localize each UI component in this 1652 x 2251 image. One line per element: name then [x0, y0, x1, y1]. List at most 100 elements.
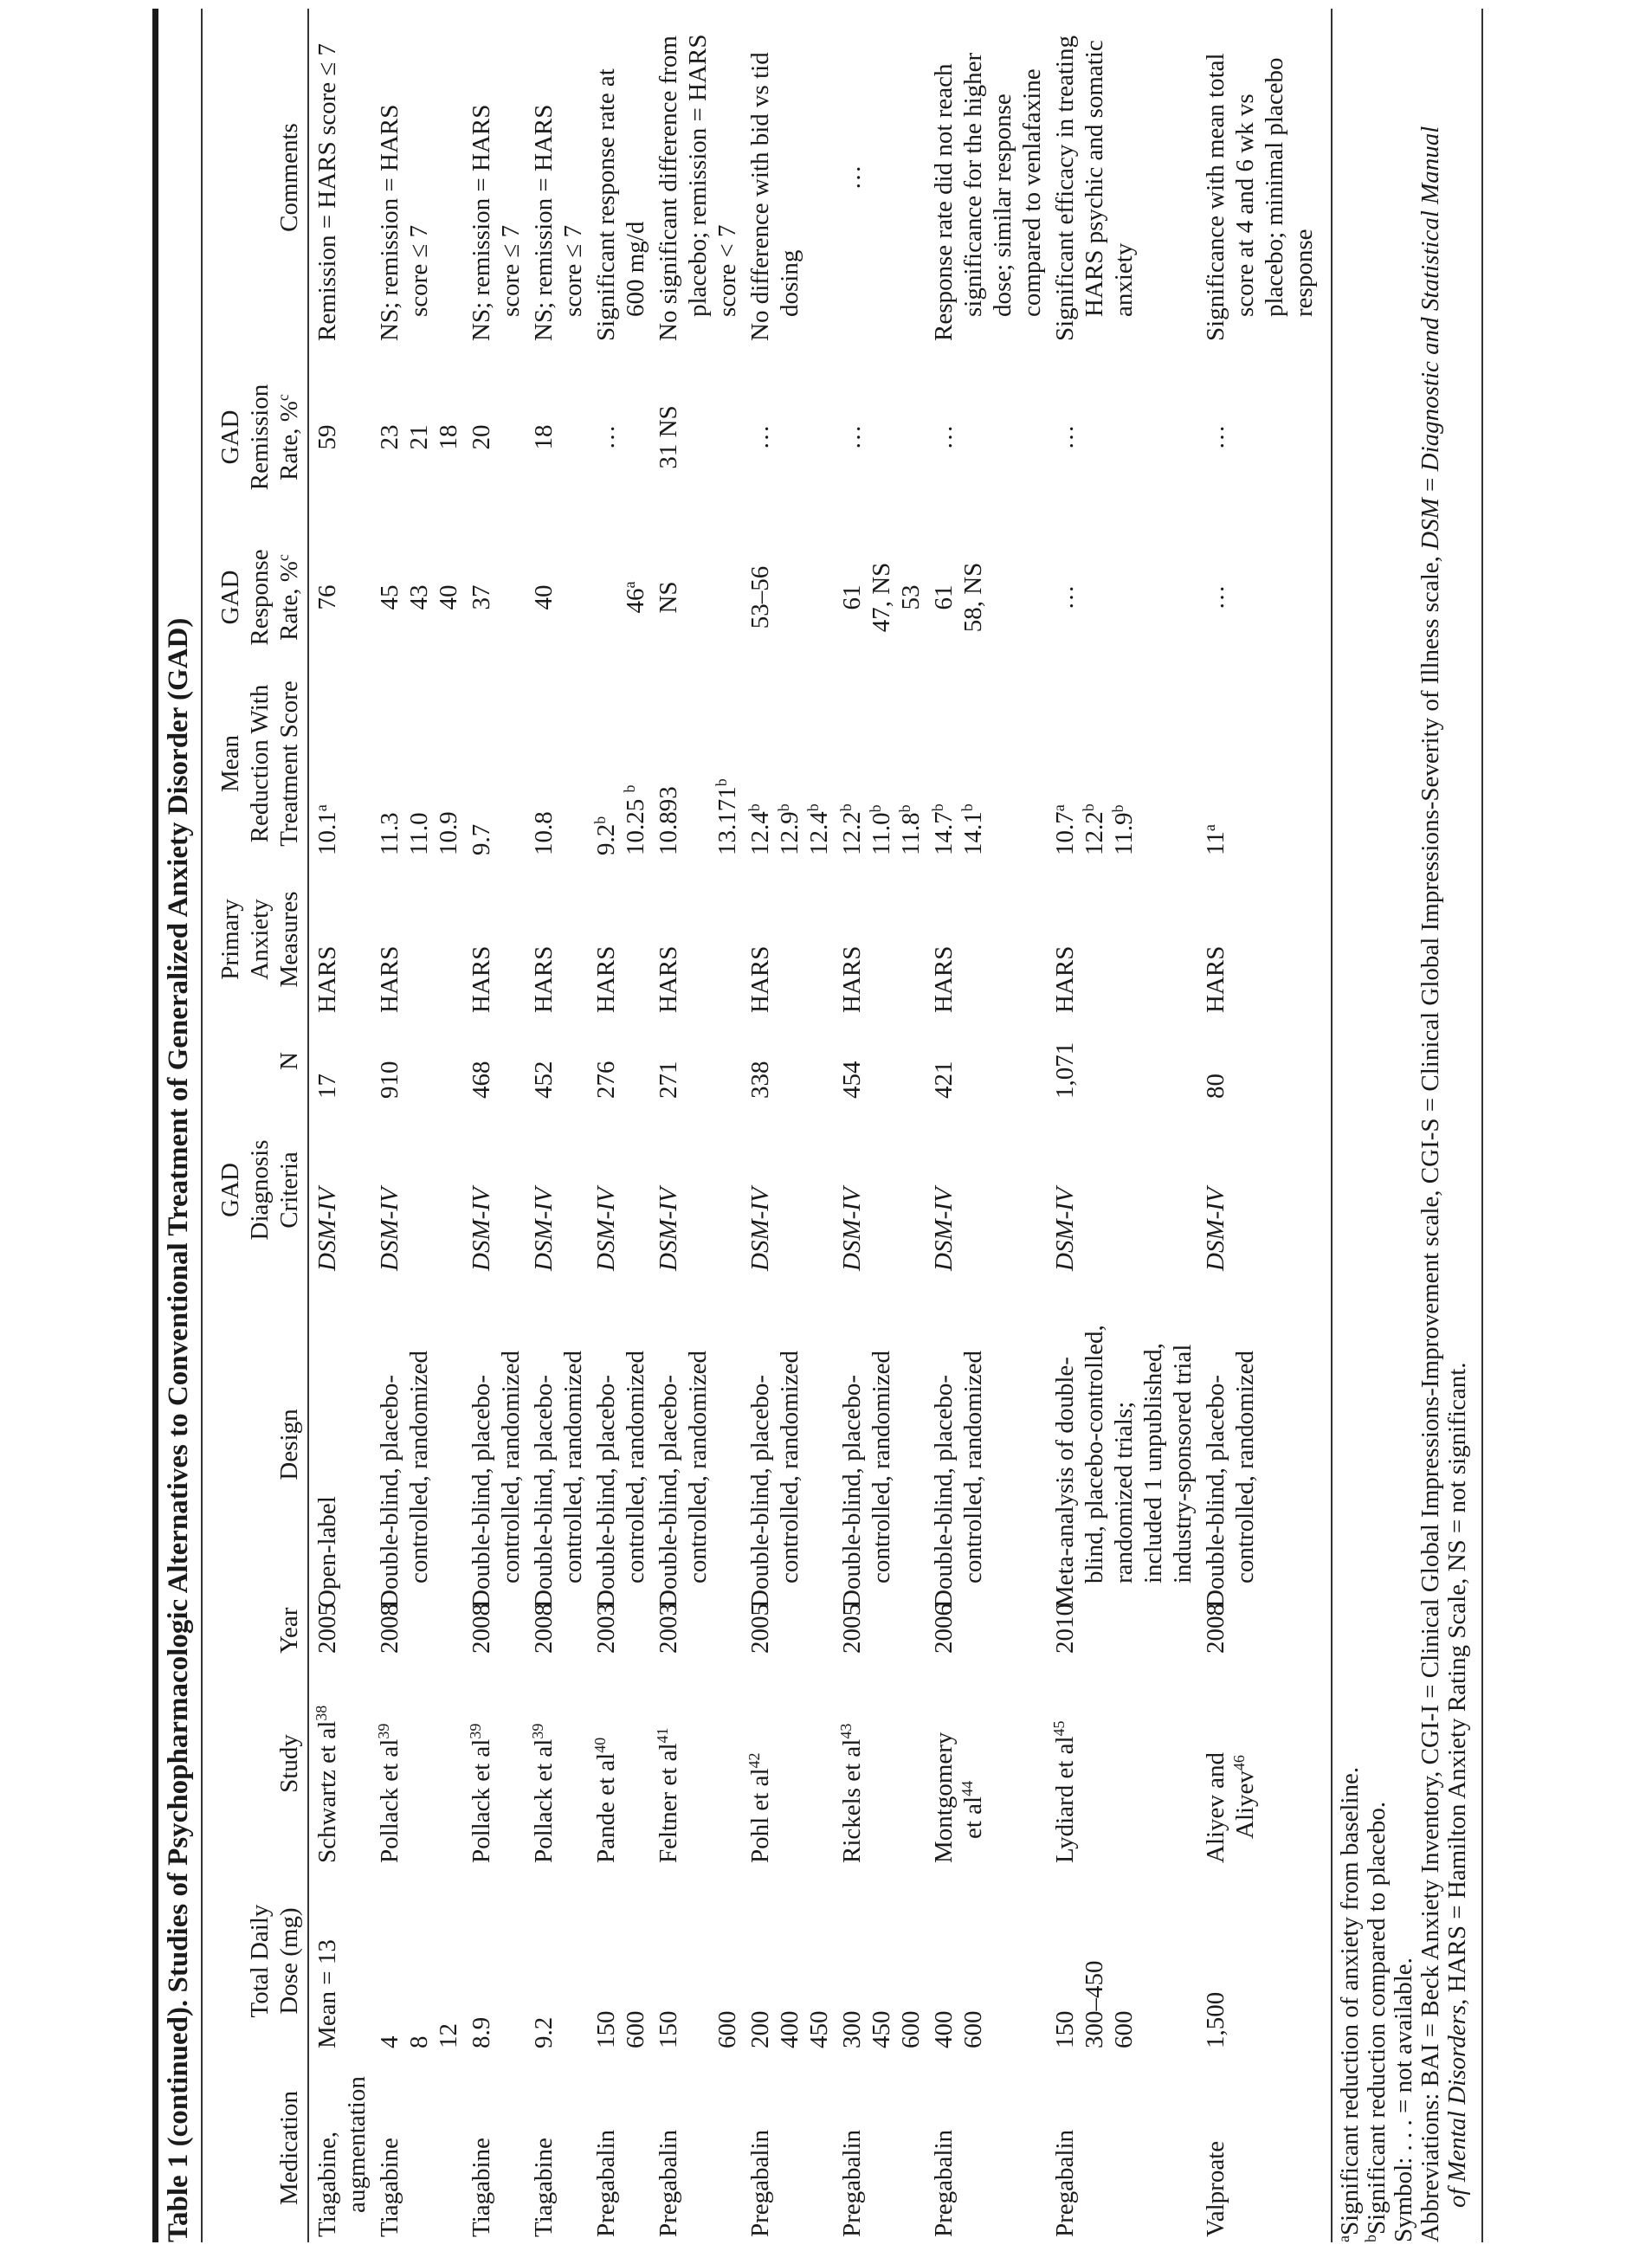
footnote-line: Abbreviations: BAI = Beck Anxiety Invent… [1416, 9, 1444, 2242]
cell-text: 10.9 [435, 811, 462, 855]
cell-line: 300 [837, 1874, 867, 2049]
footnote-marker: b [958, 803, 977, 812]
cell-line: 80 [1201, 1023, 1230, 1099]
cell-text: 150 [592, 2010, 620, 2049]
cell-text: 11.0 [405, 812, 433, 855]
cell-comments: Response rate did not reach significance … [926, 9, 1047, 346]
cell-line: controlled, randomized [1230, 1281, 1260, 1608]
cell-response: 61 47, NS 53 [834, 528, 926, 667]
cell-text: 40 [435, 584, 462, 610]
cell-line: DSM-IV [837, 1109, 867, 1271]
column-header-comments: Comments [204, 9, 308, 346]
cell-comments: No difference with bid vs tid dosing [742, 9, 834, 346]
cell-line: No significant difference from [654, 14, 683, 341]
cell-line: 2005 [313, 1603, 342, 1654]
cell-line: score ≤ 7 [404, 14, 434, 341]
cell-text: Double-blind, placebo- [468, 1375, 495, 1608]
cell-response: NS [650, 528, 742, 667]
cell-line: HARS [591, 866, 621, 1013]
cell-text: 21 [405, 424, 433, 450]
cell-text: 200 [746, 2010, 774, 2049]
cell-text: 58, NS [959, 562, 987, 633]
cell-line: 2003 [654, 1603, 683, 1654]
table-row: Pregabalin 300 450 600 Rickels et al43 2005 Do… [834, 9, 926, 2242]
cell-response: 76 [308, 528, 371, 667]
cell-measures: HARS [834, 861, 926, 1018]
cell-line: 200 [745, 1874, 775, 2049]
table-title: Table 1 (continued). Studies of Psychoph… [163, 617, 194, 2242]
cell-response: … [1047, 528, 1197, 667]
cell-text: HARS [313, 945, 341, 1013]
cell-text: Valproate [1202, 2140, 1229, 2237]
cell-response: 45 43 40 [371, 528, 463, 667]
cell-line: 150 [1050, 1874, 1080, 2049]
cell-line: placebo; minimal placebo [1260, 14, 1289, 341]
cell-line: 58, NS [958, 533, 988, 661]
cell-line: 11.0 [404, 672, 434, 855]
cell-dose: Mean = 13 [308, 1868, 371, 2054]
cell-line: NS; remission = HARS [467, 14, 496, 341]
footnote-marker: a [313, 804, 331, 812]
cell-text: Tiagabine, [313, 2131, 341, 2237]
cell-text: blind, placebo-controlled, [1081, 1325, 1108, 1583]
cell-line: 37 [467, 533, 496, 661]
cell-text: 300 [838, 2010, 866, 2049]
cell-line: Double-blind, placebo- [375, 1281, 404, 1608]
cell-dose: 1,500 [1197, 1868, 1332, 2054]
cell-text: Pregabalin [592, 2129, 620, 2237]
cell-design: Double-blind, placebo-controlled, random… [742, 1276, 834, 1613]
cell-line: Double-blind, placebo- [591, 1281, 621, 1608]
cell-line: 45 [375, 533, 404, 661]
cell-text: Double-blind, placebo- [530, 1375, 558, 1608]
top-rule [152, 9, 158, 2242]
cell-text: 37 [468, 584, 495, 610]
cell-medication: Pregabalin [834, 2054, 926, 2242]
cell-text: 11.8 [897, 812, 925, 855]
column-header-year: Year [204, 1608, 308, 1659]
cell-text: Rate, % [275, 561, 303, 641]
cell-line: 10.25 b [621, 672, 650, 855]
cell-criteria: DSM-IV [650, 1104, 742, 1276]
cell-line: 910 [375, 1023, 404, 1100]
footnote-marker: 40 [591, 1737, 610, 1753]
cell-line: 53–56 [745, 533, 775, 661]
cell-text: score ≤ 7 [559, 224, 587, 317]
table-row: Pregabalin 400 600 Montgomery et al44 2006 Dou… [926, 9, 1047, 2242]
cell-response: 37 [463, 528, 526, 667]
footnote-marker: 39 [467, 1723, 485, 1739]
cell-medication: Pregabalin [742, 2054, 834, 2242]
cell-text: placebo; remission = HARS [684, 34, 712, 317]
cell-line: included 1 unpublished, [1139, 1281, 1168, 1608]
cell-line: 14.1b [958, 672, 988, 855]
cell-line: 31 NS [654, 352, 683, 523]
cell-text: Design [275, 1409, 303, 1480]
cell-text: 300–450 [1081, 1960, 1108, 2049]
cell-line: HARS psychic and somatic [1080, 14, 1109, 341]
cell-line: Dose (mg) [275, 1874, 305, 2048]
cell-line: HARS [929, 866, 958, 1013]
cell-n: 271 [650, 1018, 742, 1104]
cell-text: 9.2 [592, 823, 620, 855]
cell-text: Primary [216, 899, 244, 980]
cell-reduction: 10.1a [308, 667, 371, 861]
cell-line: Rate, %c [274, 533, 305, 661]
cell-year: 2010 [1047, 1603, 1197, 1659]
cell-line: 400 [775, 1874, 804, 2049]
cell-line: Tiagabine [467, 2059, 496, 2237]
cell-text: included 1 unpublished, [1139, 1343, 1167, 1583]
cell-text: GAD [216, 570, 244, 625]
cell-line: HARS [837, 866, 867, 1013]
footnote-marker: c [274, 394, 293, 402]
cell-text: HARS [530, 945, 558, 1013]
cell-text: controlled, randomized [776, 1351, 803, 1583]
cell-remission: 18 [526, 346, 588, 528]
footnote-marker: 42 [745, 1752, 764, 1769]
footnote-marker: 43 [837, 1723, 855, 1739]
cell-line: Lydiard et al45 [1050, 1664, 1080, 1863]
cell-text: Remission = HARS score ≤ 7 [313, 42, 341, 341]
footnote-text: Symbol: . . . = not available. [1390, 1958, 1417, 2242]
cell-n: 338 [742, 1018, 834, 1104]
cell-line: 12.9b [775, 672, 804, 855]
cell-text: Aliyev and [1202, 1751, 1229, 1863]
cell-text: 11.9 [1110, 812, 1138, 855]
